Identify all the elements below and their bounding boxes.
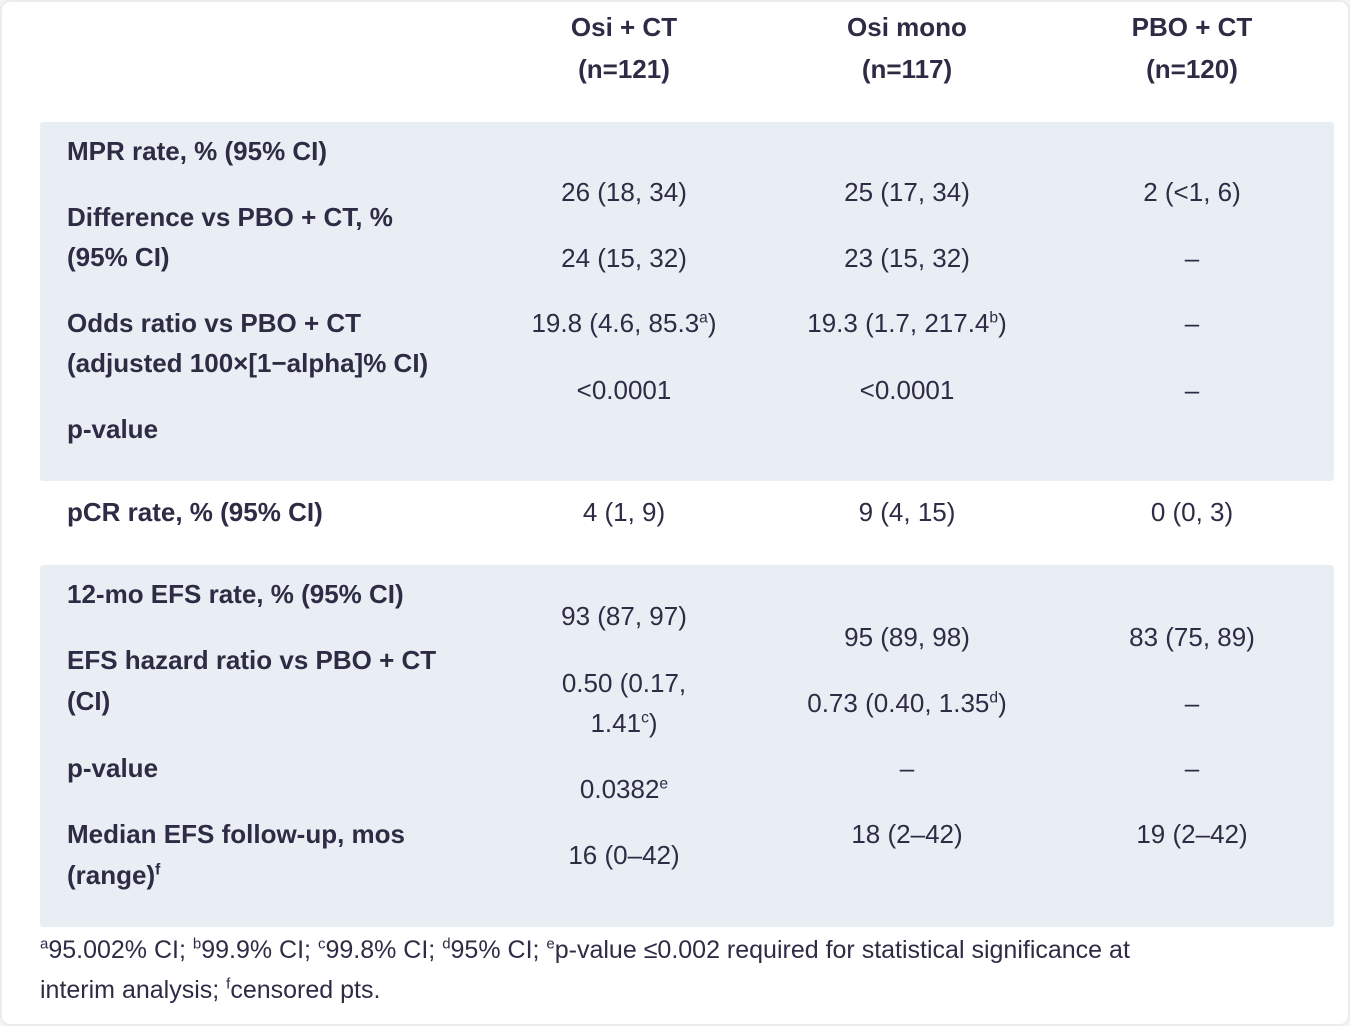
mpr-section-background <box>40 122 1334 481</box>
cell-mpr-rate-osi-mono: 25 (17, 34) <box>844 177 970 207</box>
cell-p-value-mpr-osi-ct: <0.0001 <box>576 375 672 405</box>
cell-odds-ratio-pbo-ct: – <box>1184 308 1200 338</box>
column-header-osi-ct-n: (n=121) <box>578 54 670 84</box>
cell-pcr-rate-pbo-ct: 0 (0, 3) <box>1150 497 1234 527</box>
column-header-osi-ct-title: Osi + CT <box>570 12 678 42</box>
footnote-line-2: interim analysis; fcensored pts. <box>40 975 381 1004</box>
cell-median-followup-osi-mono: 18 (2–42) <box>851 819 963 849</box>
cell-p-value-mpr-osi-mono: <0.0001 <box>859 375 955 405</box>
column-header-pbo-ct-n: (n=120) <box>1146 54 1238 84</box>
row-label-difference-line1: Difference vs PBO + CT, % <box>67 202 393 232</box>
cell-pcr-rate-osi-ct: 4 (1, 9) <box>582 497 666 527</box>
cell-pcr-rate-osi-mono: 9 (4, 15) <box>858 497 956 527</box>
row-label-hazard-ratio-line1: EFS hazard ratio vs PBO + CT <box>67 645 437 675</box>
row-label-mpr-rate: MPR rate, % (95% CI) <box>67 136 328 166</box>
cell-median-followup-pbo-ct: 19 (2–42) <box>1136 819 1248 849</box>
row-label-odds-ratio-line2: (adjusted 100×[1−alpha]% CI) <box>67 348 429 378</box>
cell-mpr-rate-pbo-ct: 2 (<1, 6) <box>1143 177 1241 207</box>
cell-efs-rate-pbo-ct: 83 (75, 89) <box>1129 622 1255 652</box>
efs-section-background <box>40 565 1334 927</box>
row-label-difference-line2: (95% CI) <box>67 242 170 272</box>
cell-mpr-rate-osi-ct: 26 (18, 34) <box>561 177 687 207</box>
cell-hazard-ratio-osi-ct-line2: 1.41c) <box>590 708 658 738</box>
footnote-line-1: a95.002% CI; b99.9% CI; c99.8% CI; d95% … <box>40 935 1130 964</box>
row-label-median-followup-line1: Median EFS follow-up, mos <box>67 819 405 849</box>
column-header-osi-mono-title: Osi mono <box>847 12 967 42</box>
cell-odds-ratio-osi-mono: 19.3 (1.7, 217.4b) <box>807 308 1007 338</box>
cell-hazard-ratio-osi-ct-line1: 0.50 (0.17, <box>561 668 687 698</box>
row-label-median-followup-line2: (range)f <box>67 860 161 890</box>
column-header-osi-mono-n: (n=117) <box>861 54 953 84</box>
cell-efs-rate-osi-mono: 95 (89, 98) <box>844 622 970 652</box>
cell-median-followup-osi-ct: 16 (0–42) <box>568 840 680 870</box>
cell-difference-osi-ct: 24 (15, 32) <box>561 243 687 273</box>
row-label-p-value-efs: p-value <box>67 753 159 783</box>
row-label-odds-ratio-line1: Odds ratio vs PBO + CT <box>67 308 362 338</box>
cell-difference-pbo-ct: – <box>1184 243 1200 273</box>
row-label-hazard-ratio-line2: (CI) <box>67 686 111 716</box>
cell-p-value-efs-pbo-ct: – <box>1184 753 1200 783</box>
cell-p-value-efs-osi-ct: 0.0382e <box>579 774 669 804</box>
column-header-pbo-ct-title: PBO + CT <box>1131 12 1253 42</box>
cell-p-value-mpr-pbo-ct: – <box>1184 375 1200 405</box>
cell-difference-osi-mono: 23 (15, 32) <box>844 243 970 273</box>
row-label-pcr-rate: pCR rate, % (95% CI) <box>67 497 323 527</box>
cell-hazard-ratio-pbo-ct: – <box>1184 688 1200 718</box>
cell-odds-ratio-osi-ct: 19.8 (4.6, 85.3a) <box>531 308 717 338</box>
cell-hazard-ratio-osi-mono: 0.73 (0.40, 1.35d) <box>807 688 1007 718</box>
cell-p-value-efs-osi-mono: – <box>899 753 915 783</box>
row-label-p-value-mpr: p-value <box>67 414 159 444</box>
cell-efs-rate-osi-ct: 93 (87, 97) <box>561 601 687 631</box>
row-label-efs-rate: 12-mo EFS rate, % (95% CI) <box>67 579 404 609</box>
